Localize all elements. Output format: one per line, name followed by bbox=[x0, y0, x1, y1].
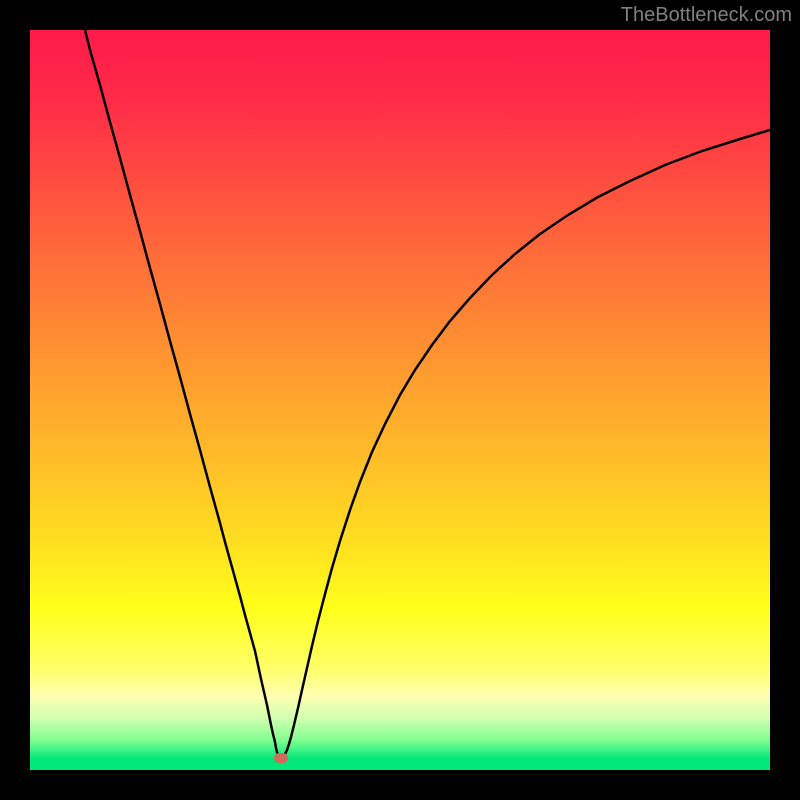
bottleneck-curve bbox=[30, 30, 770, 770]
attribution-text: TheBottleneck.com bbox=[621, 4, 792, 27]
plot-area bbox=[30, 30, 770, 770]
optimal-marker bbox=[274, 753, 288, 763]
curve-path bbox=[85, 30, 770, 759]
